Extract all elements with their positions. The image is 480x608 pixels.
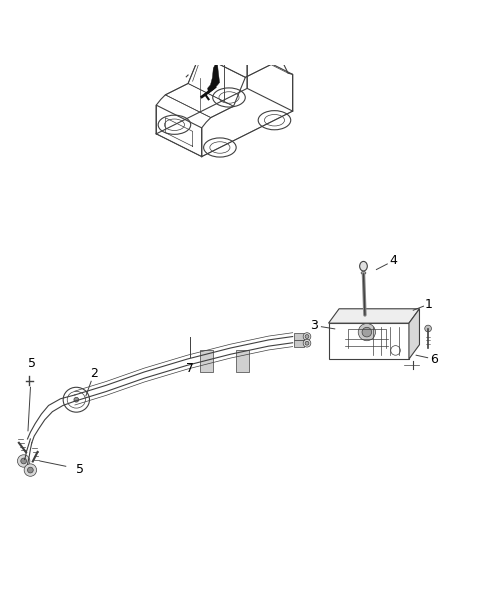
FancyBboxPatch shape [236,350,249,373]
Polygon shape [409,309,420,359]
Circle shape [358,323,375,340]
Circle shape [303,333,311,340]
Circle shape [17,455,30,467]
Text: 5: 5 [28,358,36,370]
FancyBboxPatch shape [200,350,213,373]
Polygon shape [328,309,420,323]
Circle shape [303,339,311,347]
Polygon shape [207,61,219,93]
Circle shape [305,341,309,345]
Circle shape [305,334,309,339]
Text: 5: 5 [76,463,84,475]
Ellipse shape [74,398,79,402]
Ellipse shape [360,261,367,271]
Text: 2: 2 [90,367,98,380]
Text: 7: 7 [186,362,194,375]
Text: 6: 6 [430,353,438,365]
Text: 3: 3 [310,319,318,332]
Circle shape [24,464,36,476]
Circle shape [21,458,26,464]
Ellipse shape [361,271,366,274]
FancyBboxPatch shape [294,340,304,347]
Circle shape [425,325,432,332]
Circle shape [27,467,33,473]
Text: 4: 4 [389,254,397,268]
Circle shape [362,327,372,337]
FancyBboxPatch shape [294,333,304,340]
Text: 1: 1 [425,297,433,311]
